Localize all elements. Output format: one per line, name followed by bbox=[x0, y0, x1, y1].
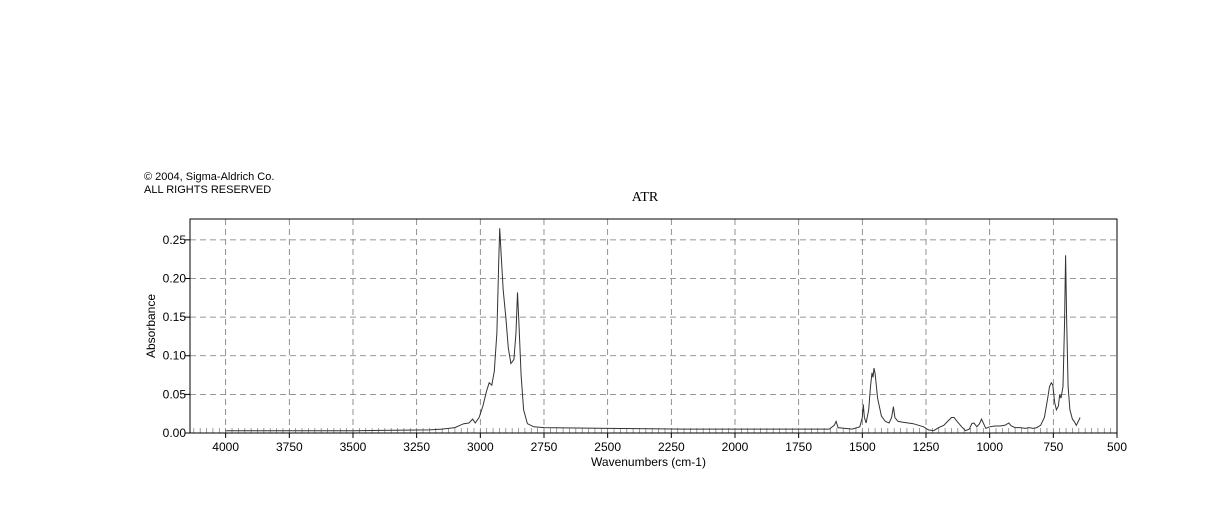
x-tick-label: 500 bbox=[1107, 440, 1127, 454]
x-tick-label: 3000 bbox=[467, 440, 494, 454]
y-tick-label: 0.25 bbox=[163, 233, 187, 247]
grid-layer bbox=[190, 219, 1117, 433]
y-tick-label: 0.15 bbox=[163, 310, 187, 324]
y-tick-label: 0.00 bbox=[163, 426, 187, 440]
x-tick-label: 2250 bbox=[658, 440, 685, 454]
minor-ticks bbox=[193, 428, 1111, 433]
y-tick-label: 0.05 bbox=[163, 387, 187, 401]
y-axis-ticks: 0.00 0.05 0.10 0.15 0.20 0.25 bbox=[163, 233, 190, 440]
copyright-line-1: © 2004, Sigma-Aldrich Co. bbox=[144, 171, 275, 183]
x-tick-label: 2500 bbox=[594, 440, 621, 454]
x-axis-title: Wavenumbers (cm-1) bbox=[591, 455, 706, 469]
x-tick-label: 2000 bbox=[722, 440, 749, 454]
x-tick-label: 3500 bbox=[340, 440, 367, 454]
y-axis-title: Absorbance bbox=[144, 294, 158, 358]
y-tick-label: 0.10 bbox=[163, 349, 187, 363]
x-tick-label: 4000 bbox=[212, 440, 239, 454]
x-tick-label: 3750 bbox=[276, 440, 303, 454]
copyright-line-2: ALL RIGHTS RESERVED bbox=[144, 184, 272, 196]
plot-frame bbox=[189, 218, 1118, 434]
x-tick-label: 1500 bbox=[849, 440, 876, 454]
x-tick-label: 2750 bbox=[531, 440, 558, 454]
chart-title: ATR bbox=[631, 190, 659, 205]
spectrum-line bbox=[225, 228, 1081, 432]
x-tick-label: 750 bbox=[1043, 440, 1063, 454]
x-axis-ticks: 4000 3750 3500 3250 3000 2750 2500 2250 2000 1750… bbox=[212, 433, 1127, 454]
x-tick-label: 3250 bbox=[403, 440, 430, 454]
copyright-notice: © 2004, Sigma-Aldrich Co. ALL RIGHTS RES… bbox=[144, 171, 274, 197]
x-tick-label: 1250 bbox=[913, 440, 940, 454]
x-tick-label: 1750 bbox=[785, 440, 812, 454]
x-tick-label: 1000 bbox=[976, 440, 1003, 454]
y-tick-label: 0.20 bbox=[163, 271, 187, 285]
